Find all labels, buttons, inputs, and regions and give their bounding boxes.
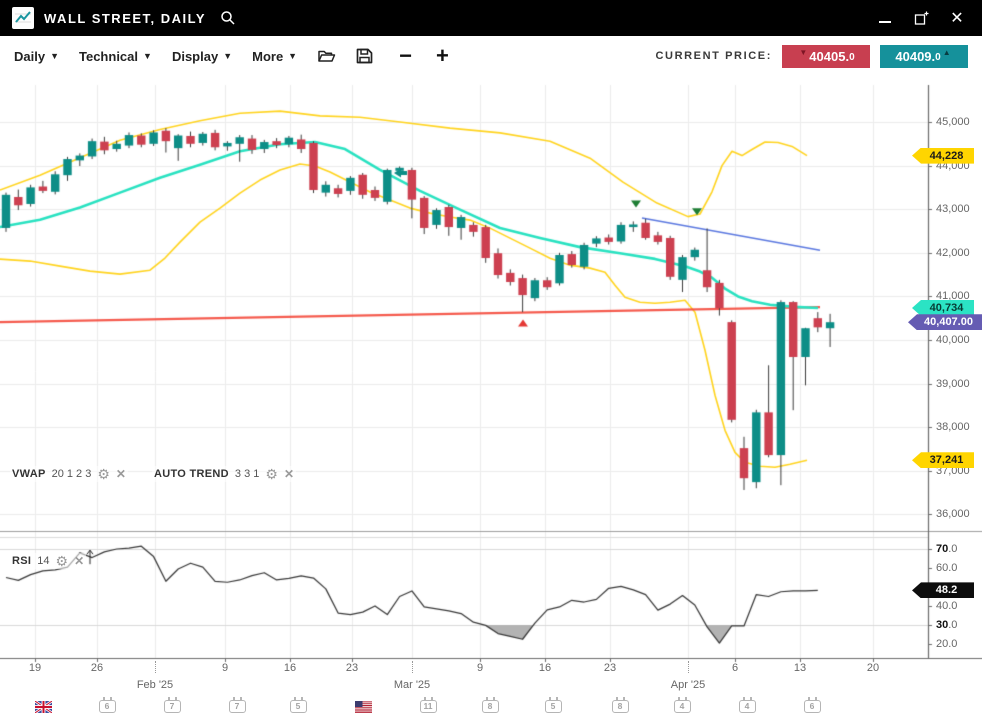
menu-display[interactable]: Display ▼ [172,49,232,64]
gear-icon[interactable]: ⚙ [265,466,278,482]
date-tick-label: 16 [538,662,552,674]
date-tick-label: 23 [345,662,359,674]
menu-display-label: Display [171,48,219,64]
calendar-event-icon[interactable]: 8 [611,697,629,713]
toolbar: Daily ▼ Technical ▼ Display ▼ More ▼ − +… [0,36,982,76]
rsi-axis-label: 20.0 [936,638,958,650]
rsi-indicator-label: RSI 14 ⚙ ✕ [10,553,87,569]
price-chart-canvas[interactable] [0,76,982,714]
rsi-axis-label: 60.0 [936,562,958,574]
y-axis-label: 39,000 [936,377,970,390]
sell-price-value: 40405. [809,48,850,64]
buy-price-pip: 0 [935,52,941,63]
y-axis-label: 42,000 [936,246,970,259]
price-badge: 44,228 [912,147,974,164]
rsi-params: 14 [37,555,50,567]
month-label: Mar '25 [393,679,431,691]
buy-price-value: 40409. [895,48,936,64]
minimize-button[interactable] [872,5,898,31]
arrow-up-icon: ▲ [942,47,951,57]
app-logo-icon [12,7,34,29]
date-tick-label: 16 [283,662,297,674]
current-price-area: CURRENT PRICE: ▼ 40405. 0 40409. 0 ▲ [655,44,968,68]
calendar-event-icon[interactable]: 4 [673,697,691,713]
zoom-in-button[interactable]: + [435,43,449,68]
arrow-down-icon: ▼ [799,47,808,57]
popout-button[interactable] [908,5,934,31]
chevron-down-icon: ▼ [288,51,298,61]
close-icon[interactable]: ✕ [283,467,295,481]
month-tick-dots [688,661,689,673]
y-axis-label: 40,000 [936,334,970,346]
calendar-event-icon[interactable]: 7 [163,697,181,713]
month-label: Feb '25 [136,679,174,691]
us-flag-icon[interactable] [354,700,372,713]
title-bar: WALL STREET, DAILY ✕ [0,0,982,36]
autotrend-indicator-label: AUTO TREND 3 3 1 ⚙ ✕ [152,466,297,482]
calendar-event-icon[interactable]: 7 [228,697,246,713]
open-folder-icon[interactable] [317,48,336,64]
vwap-name: VWAP [12,468,46,480]
date-tick-label: 20 [866,662,880,674]
chevron-down-icon: ▼ [143,51,152,61]
date-tick-label: 9 [476,662,484,674]
calendar-event-icon[interactable]: 11 [419,697,437,713]
rsi-name: RSI [12,555,32,567]
autotrend-params: 3 3 1 [234,468,260,480]
month-tick-dots [412,661,413,673]
close-icon[interactable]: ✕ [115,467,126,481]
uk-flag-icon[interactable] [33,699,53,714]
vwap-indicator-label: VWAP 20 1 2 3 ⚙ ✕ [10,466,128,482]
y-axis-label: 38,000 [936,421,970,434]
menu-technical-label: Technical [79,48,139,64]
sell-price-pip: 0 [849,52,855,63]
price-badge: 40,734 [912,299,974,316]
price-badge: 37,241 [912,452,974,469]
rsi-axis-label: 30.0 [936,619,958,631]
menu-technical[interactable]: Technical ▼ [79,49,152,64]
month-label: Apr '25 [670,679,706,691]
page-title: WALL STREET, DAILY [44,10,207,26]
calendar-event-icon[interactable]: 8 [481,697,499,713]
y-axis-label: 41,000 [936,290,970,303]
rsi-axis-label: 40.0 [936,600,958,612]
date-tick-label: 6 [731,662,739,674]
autotrend-name: AUTO TREND [154,468,229,480]
zoom-out-button[interactable]: − [399,43,412,68]
calendar-event-icon[interactable]: 5 [544,697,562,713]
search-icon[interactable] [220,10,236,26]
calendar-event-icon[interactable]: 5 [289,697,307,713]
menu-more[interactable]: More ▼ [252,49,297,64]
rsi-axis-label: 70.0 [936,543,958,555]
menu-daily-label: Daily [14,48,46,64]
close-icon[interactable]: ✕ [950,10,964,27]
y-axis-label: 36,000 [936,508,970,521]
vwap-params: 20 1 2 3 [51,468,92,480]
calendar-event-icon[interactable]: 6 [98,697,116,713]
close-icon[interactable]: ✕ [74,554,85,568]
chevron-down-icon: ▼ [50,51,59,61]
menu-daily[interactable]: Daily ▼ [14,49,59,64]
date-tick-label: 9 [221,662,229,674]
price-badge: 48.2 [912,582,974,599]
sell-price-badge: ▼ 40405. 0 [782,44,870,68]
save-icon[interactable] [356,48,373,64]
month-tick-dots [155,661,156,673]
calendar-event-icon[interactable]: 6 [803,697,821,713]
gear-icon[interactable]: ⚙ [97,466,110,482]
date-tick-label: 26 [90,662,104,674]
y-axis-label: 45,000 [936,116,970,128]
date-tick-label: 13 [793,662,807,674]
y-axis-label: 43,000 [936,203,970,216]
chevron-down-icon: ▼ [223,51,233,61]
price-badge: 40,407.00 [908,314,982,331]
buy-price-badge: 40409. 0 ▲ [880,44,968,68]
current-price-label: CURRENT PRICE: [655,50,772,62]
date-tick-label: 19 [28,662,42,674]
calendar-event-icon[interactable]: 4 [738,697,756,713]
date-tick-label: 23 [603,662,617,674]
chart-area: VWAP 20 1 2 3 ⚙ ✕ AUTO TREND 3 3 1 ⚙ ✕ R… [0,76,982,714]
gear-icon[interactable]: ⚙ [55,553,69,569]
menu-more-label: More [252,48,284,64]
